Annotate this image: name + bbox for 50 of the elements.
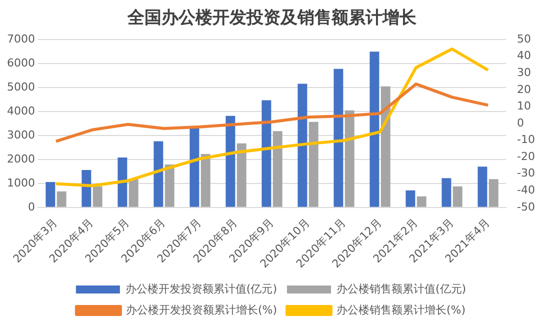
y-tick-label: 2000 <box>6 152 35 166</box>
bar <box>406 190 416 207</box>
bar <box>334 68 344 207</box>
y-tick-label: 0 <box>28 200 35 214</box>
bar <box>118 158 128 207</box>
bar <box>272 131 282 207</box>
y2-tick-label: 0 <box>517 116 524 130</box>
y2-tick-label: -40 <box>517 183 535 196</box>
bar <box>298 84 308 207</box>
legend-label: 办公楼开发投资额累计增长(%) <box>126 303 278 316</box>
bar <box>416 196 426 207</box>
bar <box>344 110 354 207</box>
y2-tick-label: 40 <box>517 49 532 62</box>
bar <box>164 164 174 207</box>
bar <box>380 86 390 207</box>
bar <box>370 52 380 207</box>
bar <box>82 170 92 207</box>
y-tick-label: 7000 <box>6 32 35 46</box>
y2-tick-label: 50 <box>517 32 532 46</box>
y2-tick-label: 30 <box>517 66 532 80</box>
y-tick-label: 6000 <box>6 56 35 70</box>
bar <box>308 122 318 207</box>
y2-tick-label: -50 <box>517 200 535 214</box>
bar <box>154 141 164 207</box>
y2-tick-label: -20 <box>517 150 535 163</box>
bar <box>200 154 210 207</box>
y2-tick-label: -10 <box>517 133 535 146</box>
legend-label: 办公楼销售额累计增长(%) <box>336 303 466 316</box>
y2-tick-label: 10 <box>517 100 532 113</box>
bar <box>128 178 138 207</box>
y2-tick-label: 20 <box>517 82 532 96</box>
y-tick-label: 3000 <box>6 128 35 142</box>
y2-tick-label: -30 <box>517 166 535 180</box>
legend-label: 办公楼开发投资额累计值(亿元) <box>125 282 278 296</box>
bar <box>226 116 236 207</box>
y-tick-label: 5000 <box>6 80 35 94</box>
bar <box>190 126 200 207</box>
legend-label: 办公楼销售额累计值(亿元) <box>336 282 466 296</box>
y-tick-label: 1000 <box>6 176 35 190</box>
bar <box>478 166 488 207</box>
bar <box>236 143 246 207</box>
bar <box>56 191 66 207</box>
y-tick-label: 4000 <box>6 104 35 118</box>
bar <box>452 186 462 207</box>
bar <box>488 179 498 207</box>
bar <box>92 186 102 207</box>
bar <box>46 182 56 207</box>
bar <box>442 178 452 207</box>
chart-title: 全国办公楼开发投资及销售额累计增长 <box>126 7 418 29</box>
bar <box>262 100 272 207</box>
